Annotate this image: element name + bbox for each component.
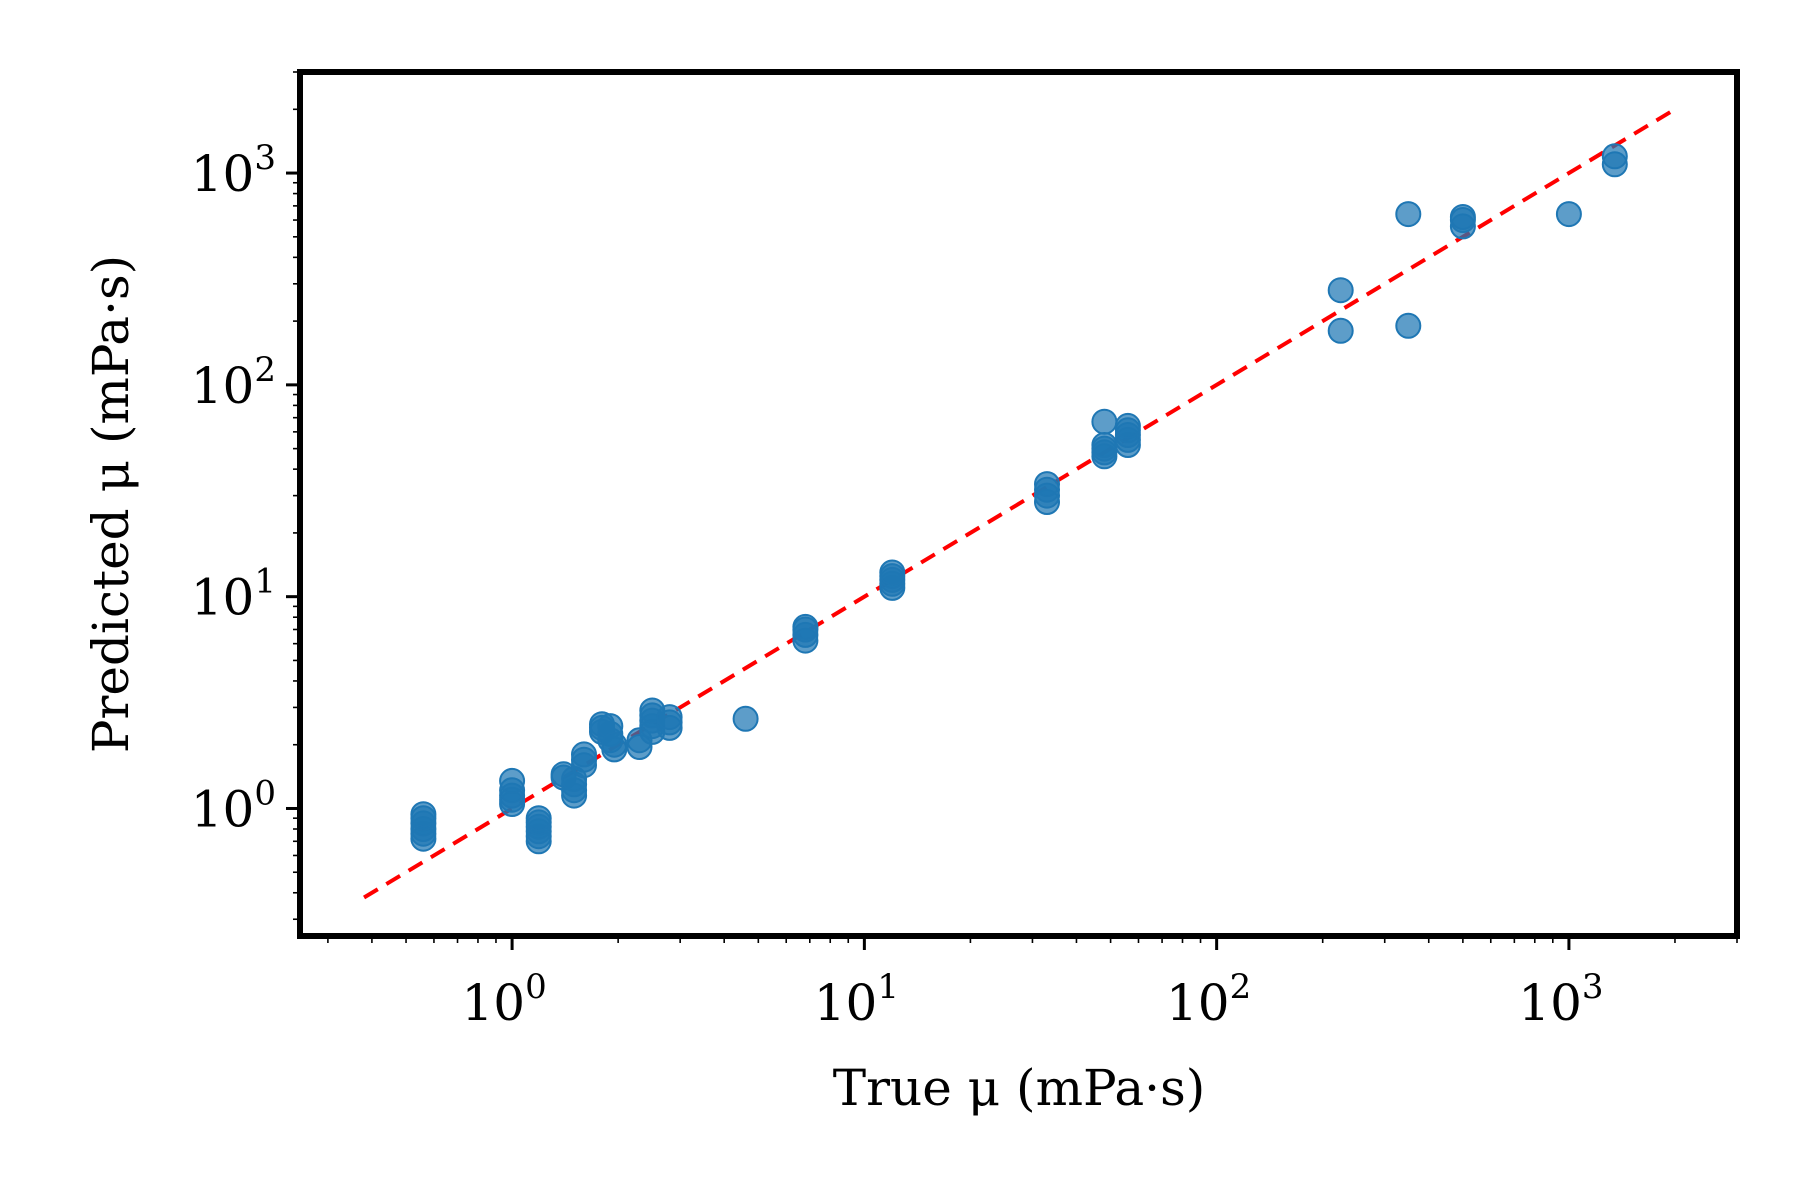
y-tick-label: 102 bbox=[191, 350, 276, 415]
data-point bbox=[1114, 412, 1141, 439]
data-point bbox=[525, 805, 552, 832]
plot-frame bbox=[297, 69, 1740, 939]
data-point bbox=[1555, 201, 1582, 228]
data-point bbox=[1601, 143, 1628, 170]
data-point bbox=[1449, 204, 1476, 230]
data-point bbox=[410, 801, 437, 828]
data-point bbox=[1395, 312, 1422, 339]
reference-line-layer bbox=[363, 107, 1676, 900]
data-point bbox=[879, 559, 906, 586]
y-tick-label: 101 bbox=[191, 562, 276, 627]
data-point bbox=[1034, 471, 1060, 498]
data-point bbox=[1327, 317, 1354, 344]
data-point bbox=[1395, 201, 1422, 228]
x-axis-label: True μ (mPa·s) bbox=[833, 1059, 1206, 1117]
x-tick-labels: 100 101 102 103 bbox=[461, 967, 1603, 1032]
y-tick-labels: 100 101 102 103 bbox=[191, 138, 276, 838]
y-tick-label: 103 bbox=[191, 138, 276, 203]
x-tick-label: 101 bbox=[814, 967, 899, 1032]
data-point bbox=[656, 704, 683, 731]
data-point bbox=[732, 705, 759, 732]
data-point bbox=[499, 767, 526, 794]
y-axis-label: Predicted μ (mPa·s) bbox=[82, 255, 140, 753]
data-point bbox=[601, 731, 628, 758]
reference-line bbox=[363, 107, 1676, 900]
data-point bbox=[571, 741, 597, 768]
x-tick-label: 103 bbox=[1518, 967, 1603, 1032]
x-tick-label: 100 bbox=[461, 967, 546, 1032]
data-points-layer bbox=[410, 143, 1628, 855]
data-point bbox=[792, 613, 819, 640]
data-point bbox=[1327, 277, 1354, 304]
data-point bbox=[1091, 408, 1118, 435]
y-tick-label: 100 bbox=[191, 773, 276, 838]
x-tick-label: 102 bbox=[1166, 967, 1251, 1032]
data-point bbox=[1091, 432, 1118, 458]
